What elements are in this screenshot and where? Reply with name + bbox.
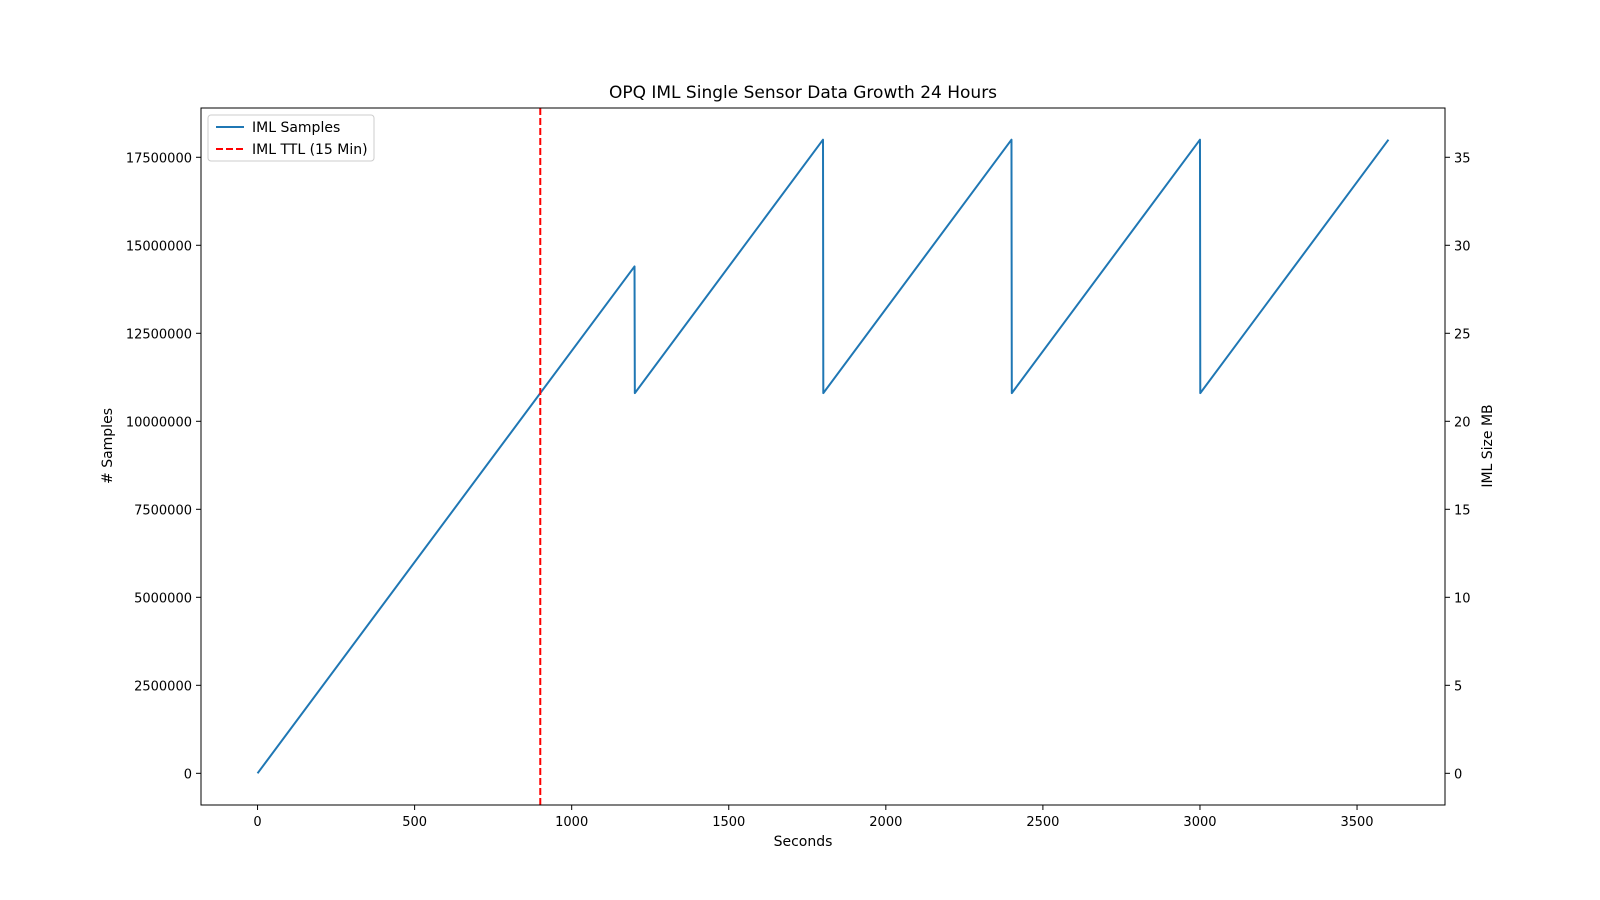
y-tick-label: 12500000 [126,327,192,342]
x-tick-label: 1000 [555,815,588,830]
x-tick-label: 500 [402,815,427,830]
y2-tick-label: 20 [1454,415,1471,430]
chart-title: OPQ IML Single Sensor Data Growth 24 Hou… [609,83,997,103]
y2-tick-label: 0 [1454,767,1462,782]
legend: IML Samples IML TTL (15 Min) [207,114,375,162]
y2-tick-label: 30 [1454,239,1471,254]
y-axis-label: # Samples [100,408,116,484]
x-tick-label: 1500 [712,815,745,830]
x-tick-label: 2000 [869,815,902,830]
plot-frame [200,107,1446,806]
y-tick-label: 17500000 [126,151,192,166]
x-tick-label: 0 [253,815,261,830]
y2-tick-label: 35 [1454,151,1471,166]
series-line-1 [256,138,1390,774]
y2-tick-label: 15 [1454,503,1471,518]
legend-box [207,114,375,162]
y-tick-label: 15000000 [126,239,192,254]
x-tick-label: 3500 [1340,815,1373,830]
legend-label-1: IML Samples [252,120,340,136]
y-tick-label: 0 [184,767,192,782]
y-tick-label: 7500000 [134,503,192,518]
y2-axis-label: IML Size MB [1480,404,1496,487]
x-tick-label: 3000 [1183,815,1216,830]
y-tick-label: 10000000 [126,415,192,430]
y2-tick-label: 10 [1454,591,1471,606]
y2-tick-label: 25 [1454,327,1471,342]
x-axis-label: Seconds [774,834,833,850]
y-tick-label: 5000000 [134,591,192,606]
legend-label-2: IML TTL (15 Min) [252,142,368,158]
y2-tick-label: 5 [1454,679,1462,694]
x-tick-label: 2500 [1026,815,1059,830]
y-tick-label: 2500000 [134,679,192,694]
